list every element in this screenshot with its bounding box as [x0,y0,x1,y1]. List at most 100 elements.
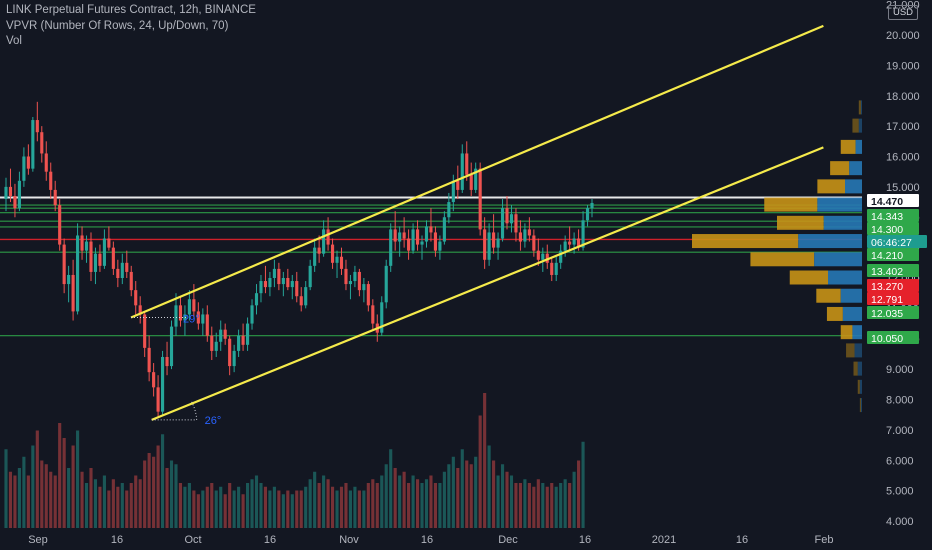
candle-body [433,232,438,251]
candle-body [143,314,147,348]
candle-body [330,244,335,263]
price-label-box [867,209,919,222]
candle-body [245,323,250,345]
volume-bar [532,486,536,528]
candle-body [442,217,446,242]
price-label-text: 13.270 [871,281,903,293]
candle-body [71,274,75,312]
volume-bar [76,430,80,528]
volume-bar [362,490,366,528]
candle-body [58,205,62,245]
candle-body [120,262,124,278]
volume-bar [469,464,473,528]
volume-bar [93,479,98,528]
volume-bar [277,490,281,528]
y-tick-label: 18.000 [886,91,920,103]
y-tick-label: 8.000 [886,395,914,407]
y-tick-label: 4.000 [886,516,914,528]
candle-body [241,335,245,345]
volume-bar [125,490,129,528]
y-tick-label: 19.000 [886,60,920,72]
candle-body [500,208,505,239]
candle-body [357,271,361,291]
volume-bar [102,475,106,528]
candle-body [138,305,142,315]
candle-body [348,281,353,285]
volume-bar [237,486,241,528]
legend-vpvr[interactable]: VPVR (Number Of Rows, 24, Up/Down, 70) [6,19,229,32]
volume-bar [545,486,549,528]
volume-bar [559,483,563,528]
candle-body [429,226,433,233]
candle-body [277,268,281,285]
volume-bar [71,445,75,528]
volume-profile-up-bar [859,379,862,394]
candle-body [509,214,514,224]
x-tick-label: Feb [815,534,834,546]
currency-badge[interactable]: USD [888,5,918,20]
candle-body [201,314,205,324]
volume-bar [223,494,227,528]
volume-bar [214,490,218,528]
volume-bar [174,464,178,528]
volume-bar [250,479,254,528]
x-tick-label: Sep [28,534,48,546]
volume-bar [31,445,35,528]
legend-symbol[interactable]: LINK Perpetual Futures Contract, 12h, BI… [6,4,256,16]
volume-bar [156,445,160,528]
volume-profile-up-bar [860,398,862,413]
volume-bar [89,468,93,528]
price-label-text: 14.470 [871,196,903,208]
volume-bar [35,430,39,528]
x-tick-label: 16 [264,534,276,546]
volume-bar [22,456,26,528]
price-label-text: 12.035 [871,308,903,320]
volume-profile-down-bar [852,118,859,133]
candle-body [559,250,563,263]
volume-bar [228,483,232,528]
volume-bar [492,460,496,528]
volume-profile-up-bar [857,361,862,376]
candle-body [53,189,57,206]
legend-vol[interactable]: Vol [6,35,22,47]
candle-body [250,305,254,324]
volume-bar [380,475,384,528]
volume-bar [402,471,406,528]
volume-bar [518,483,522,528]
price-label-box [867,194,919,207]
volume-bar [384,464,388,528]
volume-bar [44,464,48,528]
candle-body [411,229,415,251]
candle-body [317,247,321,254]
candle-body [474,168,478,190]
candle-body [76,235,80,312]
y-tick-label: 16.000 [886,152,920,164]
volume-bar [13,475,17,528]
candle-body [147,347,151,373]
candle-body [192,299,196,312]
price-label-box [867,279,919,292]
volume-profile-down-bar [830,161,850,176]
volume-bar [500,464,505,528]
volume-bar [353,486,357,528]
volume-bar [286,490,290,528]
volume-bar [389,449,393,528]
volume-bar [4,449,8,528]
candle-body [518,232,522,242]
candle-body [447,202,451,218]
candle-body [424,226,429,242]
volume-profile-up-bar [798,234,862,249]
volume-profile-down-bar [840,139,856,154]
candle-body [402,232,406,239]
volume-bar [138,479,142,528]
candle-body [581,220,585,248]
volume-bar [563,479,567,528]
candle-body [295,281,299,297]
volume-bar [438,483,442,528]
volume-bar [58,423,62,528]
candle-body [13,195,17,209]
volume-bar [429,475,433,528]
channel-trendline [151,146,824,421]
price-label-box [867,264,919,277]
